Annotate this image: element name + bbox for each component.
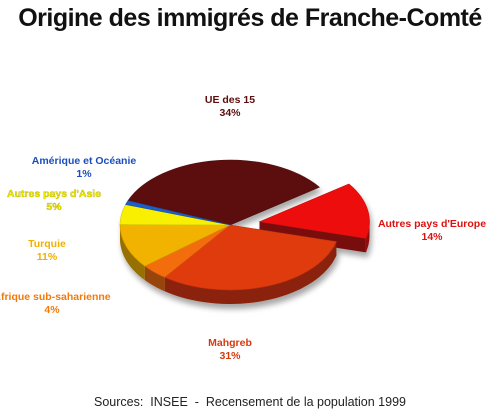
- pie-slice: [125, 200, 231, 226]
- pie-slice-side: [164, 241, 337, 304]
- slice-name-label: Autres pays d'Asie: [7, 188, 101, 200]
- slice-name-label: Autres pays d'Europe: [378, 218, 486, 230]
- slice-name-label: Afrique sub-saharienne: [0, 291, 111, 303]
- slice-value-label: 34%: [219, 107, 241, 119]
- slice-value-label: 5%: [46, 201, 62, 213]
- slice-value-label: 4%: [44, 304, 60, 316]
- slice-value-label: 14%: [421, 231, 443, 243]
- slice-value-label: 31%: [219, 350, 241, 362]
- pie-slice-side: [144, 266, 165, 292]
- chart-title: Origine des immigrés de Franche-Comté: [18, 4, 482, 32]
- slice-name-label: UE des 15: [205, 94, 255, 106]
- pie-slice-side: [120, 224, 145, 281]
- pie-slices: [119, 159, 370, 304]
- pie-slice: [127, 159, 320, 226]
- pie-slice: [258, 183, 370, 239]
- pie-slice-side: [365, 220, 370, 253]
- pie-slice-cut-face: [259, 221, 366, 253]
- slice-name-label: Mahgreb: [208, 337, 252, 349]
- slice-value-label: 11%: [37, 251, 58, 263]
- source-note: Sources: INSEE - Recensement de la popul…: [94, 395, 406, 409]
- pie-slice: [119, 224, 231, 267]
- pie-slice: [164, 224, 337, 291]
- slice-name-label: Turquie: [28, 238, 66, 250]
- slice-name-label: Amérique et Océanie: [32, 155, 137, 167]
- slice-value-label: 1%: [76, 168, 92, 180]
